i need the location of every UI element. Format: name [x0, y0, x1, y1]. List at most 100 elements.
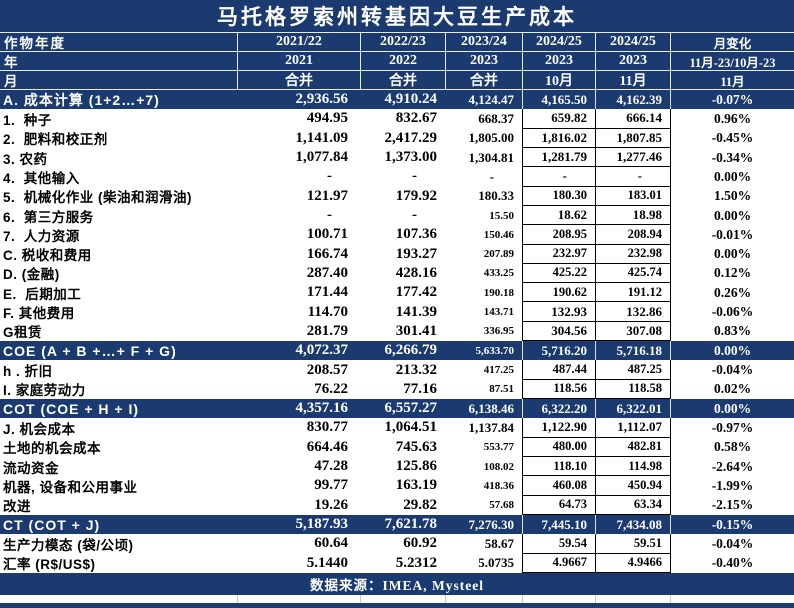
- value-2024-25-oct: 118.10: [522, 456, 595, 477]
- row-label: 汇率 (R$/US$): [3, 557, 96, 573]
- value-2022-23: 428.16: [395, 264, 437, 281]
- table-row: G租赁 281.79 301.41 336.95 304.56 307.08 0.83%: [0, 321, 794, 342]
- value-2023-24: 87.51: [489, 383, 514, 396]
- row-label: 7. 人力资源: [3, 228, 80, 244]
- empty-cell: [445, 594, 522, 603]
- value-2024-25-nov: 232.98: [595, 244, 670, 264]
- value-2021-22: 281.79: [306, 322, 348, 339]
- value-2023-24: 57.68: [489, 499, 514, 512]
- table-row: 3. 农药 1,077.84 1,373.00 1,304.81 1,281.79 1,2…: [0, 147, 794, 168]
- value-2022-23: 1,064.51: [384, 419, 438, 436]
- value-month-change: 0.12%: [670, 263, 794, 284]
- value-2024-25-nov: 4.9466: [595, 553, 670, 573]
- header-value-2022-23: 合并: [360, 71, 445, 90]
- value-2023-24: 190.18: [483, 286, 514, 299]
- value-2024-25-oct: 208.95: [522, 225, 595, 245]
- value-2021-22: 830.77: [306, 419, 348, 436]
- row-label: E. 后期加工: [3, 286, 82, 302]
- table-row: I. 家庭劳动力 76.22 77.16 87.51 118.56 118.58 0.02%: [0, 379, 794, 399]
- value-2023-24: 336.95: [483, 325, 514, 338]
- row-label: 2. 肥料和校正剂: [3, 132, 108, 148]
- value-month-change: 0.00%: [670, 167, 794, 187]
- value-2022-23: 301.41: [395, 322, 437, 339]
- header-value-2021-22: 合并: [237, 71, 360, 90]
- header-row-label: 年: [0, 52, 237, 71]
- value-month-change: -0.01%: [670, 225, 794, 245]
- header-row-year: 年 2021 2022 2023 2023 2023 11月-23/10月-23: [0, 52, 794, 71]
- value-month-change: -0.40%: [670, 553, 794, 573]
- value-2024-25-nov: 425.74: [595, 263, 670, 284]
- value-2022-23: 60.92: [403, 535, 437, 552]
- header-value-2024-25-oct: 10月: [522, 71, 595, 90]
- value-2021-22: 664.46: [306, 438, 348, 455]
- value-2021-22: 287.40: [306, 264, 348, 281]
- value-month-change: 1.50%: [670, 186, 794, 206]
- value-2022-23: 177.42: [395, 284, 437, 301]
- value-2022-23: 107.36: [395, 226, 437, 243]
- empty-cell: [522, 594, 595, 603]
- value-2022-23: 5.2312: [395, 554, 437, 571]
- value-2024-25-nov: 114.98: [595, 456, 670, 477]
- row-label: 3. 农药: [3, 151, 48, 167]
- value-2021-22: 4,357.16: [295, 400, 349, 417]
- header-row-crop-year: 作物年度 2021/22 2022/23 2023/24 2024/25 2024/25 月…: [0, 33, 794, 52]
- header-value-2022-23: 2022/23: [360, 33, 445, 52]
- value-2023-24: 1,304.81: [468, 149, 515, 165]
- value-2021-22: 76.22: [314, 380, 348, 397]
- value-2023-24: 5.0735: [478, 555, 514, 571]
- row-label: 土地的机会成本: [3, 441, 101, 457]
- value-2022-23: 7,621.78: [384, 516, 438, 533]
- value-2023-24: 58.67: [484, 535, 514, 551]
- table-row: 流动资金 47.28 125.86 108.02 118.10 114.98 -2.64%: [0, 456, 794, 477]
- value-2022-23: 6,266.79: [384, 342, 438, 359]
- empty-cell: [0, 595, 237, 603]
- value-2023-24: 418.36: [483, 479, 514, 492]
- value-2021-22: 494.95: [306, 110, 348, 127]
- table-row: 5. 机械化作业 (柴油和润滑油) 121.97 179.92 180.33 180.3…: [0, 186, 794, 206]
- row-label: G租赁: [3, 325, 43, 341]
- row-label: F. 其他费用: [3, 306, 75, 322]
- value-2021-22: -: [327, 168, 332, 185]
- value-2023-24: 143.71: [483, 306, 514, 319]
- value-2021-22: 60.64: [314, 535, 348, 552]
- value-month-change: -0.97%: [670, 418, 794, 438]
- value-2021-22: 5,187.93: [295, 516, 349, 533]
- value-2023-24: 108.02: [483, 460, 514, 473]
- value-2022-23: -: [412, 207, 417, 224]
- header-value-2024-25-nov: 2024/25: [595, 33, 670, 52]
- value-month-change: 0.00%: [670, 244, 794, 264]
- row-label: 改进: [3, 499, 31, 515]
- value-2024-25-oct: 659.82: [522, 109, 595, 129]
- value-month-change: -0.04%: [670, 360, 794, 380]
- value-2024-25-oct: 304.56: [522, 321, 595, 342]
- header-value-2024-25-nov: 2023: [595, 52, 670, 71]
- table-row: E. 后期加工 171.44 177.42 190.18 190.62 191.12 0.2…: [0, 283, 794, 303]
- header-value-2021-22: 2021: [237, 52, 360, 71]
- row-label: D. (金融): [3, 267, 60, 283]
- header-value-2023-24: 合并: [445, 71, 522, 90]
- value-2024-25-oct: 460.08: [522, 476, 595, 496]
- value-2023-24: 1,137.84: [468, 419, 515, 435]
- value-2024-25-nov: 666.14: [595, 109, 670, 129]
- value-2021-22: 4,072.37: [295, 342, 349, 359]
- table-row: 机器, 设备和公用事业 99.77 163.19 418.36 460.08 450.94…: [0, 476, 794, 496]
- value-2023-24: 1,805.00: [468, 130, 515, 146]
- value-2023-24: 15.50: [489, 209, 514, 222]
- row-label: 1. 种子: [3, 112, 52, 128]
- table-row: 汇率 (R$/US$) 5.1440 5.2312 5.0735 4.9667 4.946…: [0, 553, 794, 573]
- value-2024-25-nov: 1,807.85: [595, 128, 670, 148]
- value-2024-25-nov: 63.34: [595, 495, 670, 515]
- row-label: I. 家庭劳动力: [3, 383, 86, 399]
- value-2024-25-nov: 191.12: [595, 283, 670, 303]
- row-label: C. 税收和费用: [3, 248, 92, 264]
- value-2024-25-nov: 132.86: [595, 302, 670, 322]
- value-2024-25-oct: 132.93: [522, 302, 595, 322]
- value-2024-25-oct: 118.56: [522, 379, 595, 399]
- row-label: 6. 第三方服务: [3, 209, 94, 225]
- table-row: C. 税收和费用 166.74 193.27 207.89 232.97 232.98 0.…: [0, 244, 794, 264]
- table-header: 作物年度 2021/22 2022/23 2023/24 2024/25 2024/25 月…: [0, 33, 794, 90]
- value-month-change: 0.00%: [670, 341, 794, 361]
- section-total-row: A. 成本计算 (1+2…+7) 2,936.56 4,910.24 4,124.47…: [0, 90, 794, 110]
- empty-cell: [237, 594, 360, 603]
- value-2024-25-nov: 4,162.39: [595, 90, 670, 110]
